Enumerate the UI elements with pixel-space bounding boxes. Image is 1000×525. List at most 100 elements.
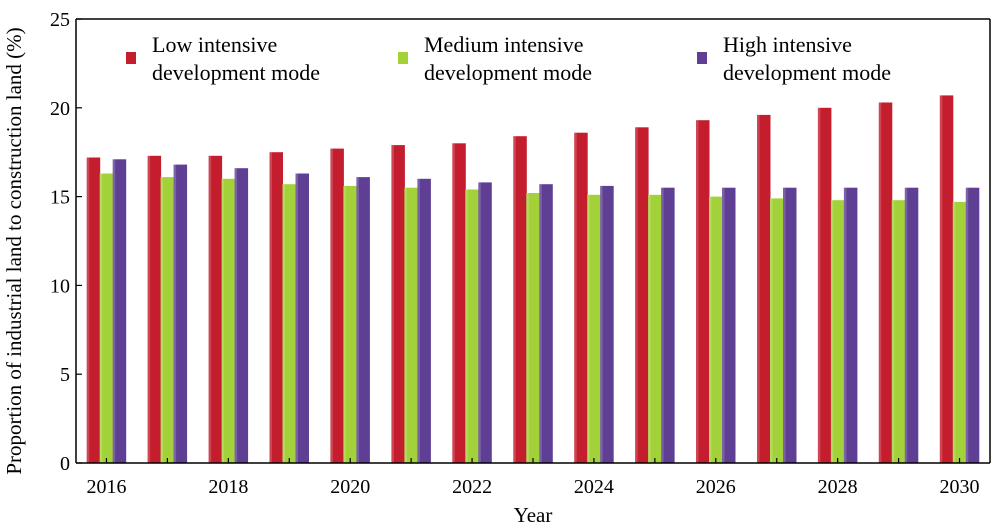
bar-highlight — [939, 95, 943, 464]
bar-highlight — [817, 107, 821, 464]
bar-high-2026 — [722, 187, 736, 463]
bar-medium-2025 — [648, 194, 662, 464]
bar-high-2022 — [478, 182, 492, 463]
bar-highlight — [891, 200, 895, 463]
bar-medium-2022 — [465, 189, 479, 463]
bar-highlight — [160, 177, 164, 463]
x-tick-label: 2022 — [452, 476, 492, 498]
legend-label-low: development mode — [152, 60, 320, 85]
bar-medium-2023 — [526, 193, 540, 463]
bar-highlight — [173, 164, 177, 463]
bar-medium-2027 — [770, 198, 784, 463]
bar-highlight — [635, 127, 638, 464]
bar-medium-2024 — [587, 194, 601, 464]
bar-highlight — [99, 173, 103, 463]
bar-highlight — [965, 187, 969, 463]
y-tick-label: 25 — [50, 9, 70, 31]
bar-highlight — [112, 159, 116, 464]
x-ticks-group: 2016 2018 2020 2022 2024 2026 2028 2030 — [86, 458, 980, 498]
x-tick-label: 2016 — [86, 476, 126, 498]
bar-highlight — [282, 184, 285, 463]
bar-high-2019 — [295, 173, 309, 463]
legend-swatch-high — [697, 52, 707, 64]
bar-highlight — [343, 185, 346, 463]
x-tick-label: 2024 — [574, 476, 614, 498]
bar-medium-2016 — [99, 173, 114, 463]
bar-high-2016 — [112, 159, 127, 464]
bar-high-2023 — [539, 184, 553, 463]
bar-highlight — [878, 102, 882, 463]
bar-high-2030 — [965, 187, 980, 463]
bar-low-2023 — [513, 136, 527, 463]
bar-highlight — [513, 136, 516, 463]
bar-highlight — [356, 177, 359, 463]
y-tick-label: 15 — [50, 187, 70, 209]
bar-highlight — [234, 168, 238, 463]
bar-highlight — [452, 143, 455, 464]
bar-low-2019 — [269, 152, 283, 463]
bar-highlight — [843, 187, 847, 463]
bar-high-2024 — [600, 185, 614, 463]
bar-highlight — [709, 196, 712, 463]
y-ticks-group: 0 5 10 15 20 25 — [50, 9, 82, 475]
bar-medium-2017 — [160, 177, 175, 463]
bar-highlight — [952, 201, 956, 463]
bar-highlight — [757, 114, 760, 464]
bar-high-2020 — [356, 177, 370, 463]
bar-medium-2018 — [221, 178, 236, 464]
bar-highlight — [600, 185, 603, 463]
bar-highlight — [269, 152, 272, 463]
x-axis-title: Year — [514, 503, 553, 525]
legend: Low intensive development mode Medium inte… — [126, 32, 891, 85]
x-tick-label: 2028 — [818, 476, 858, 498]
bar-high-2017 — [173, 164, 188, 463]
bar-highlight — [574, 132, 577, 463]
bar-highlight — [86, 157, 90, 463]
y-tick-label: 10 — [50, 275, 70, 297]
bar-highlight — [417, 178, 420, 464]
bar-highlight — [295, 173, 298, 463]
bar-low-2026 — [696, 120, 710, 463]
bar-highlight — [526, 193, 529, 463]
bar-high-2025 — [661, 187, 675, 463]
bar-highlight — [830, 200, 834, 463]
bar-low-2028 — [817, 107, 832, 464]
bar-low-2027 — [757, 114, 771, 464]
bar-highlight — [770, 198, 773, 463]
bar-low-2017 — [147, 155, 162, 464]
legend-swatch-medium — [398, 52, 408, 64]
legend-label-medium: development mode — [424, 60, 592, 85]
bar-medium-2021 — [404, 187, 418, 463]
bar-highlight — [539, 184, 542, 463]
bar-low-2016 — [86, 157, 101, 463]
bar-highlight — [404, 187, 407, 463]
bar-medium-2030 — [952, 201, 967, 463]
bar-low-2024 — [574, 132, 588, 463]
legend-label-low: Low intensive — [152, 32, 277, 57]
bar-low-2018 — [208, 155, 223, 464]
bar-low-2020 — [330, 148, 344, 463]
x-tick-label: 2026 — [696, 476, 736, 498]
bar-high-2028 — [843, 187, 858, 463]
bar-low-2025 — [635, 127, 649, 464]
bar-highlight — [330, 148, 333, 463]
bar-medium-2028 — [830, 200, 845, 463]
x-tick-label: 2030 — [940, 476, 980, 498]
x-tick-label: 2020 — [330, 476, 370, 498]
legend-swatch-low — [126, 52, 136, 64]
bar-highlight — [696, 120, 699, 463]
bar-medium-2029 — [891, 200, 906, 463]
bar-highlight — [661, 187, 664, 463]
legend-label-medium: Medium intensive — [424, 32, 583, 57]
bar-highlight — [465, 189, 468, 463]
bar-medium-2019 — [282, 184, 296, 463]
x-tick-label: 2018 — [208, 476, 248, 498]
bar-low-2029 — [878, 102, 893, 463]
bar-low-2030 — [939, 95, 954, 464]
y-axis-title: Proportion of industrial land to constru… — [2, 27, 26, 474]
bar-high-2027 — [783, 187, 797, 463]
bar-low-2021 — [391, 145, 405, 463]
bar-highlight — [648, 194, 651, 464]
bar-highlight — [147, 155, 151, 464]
